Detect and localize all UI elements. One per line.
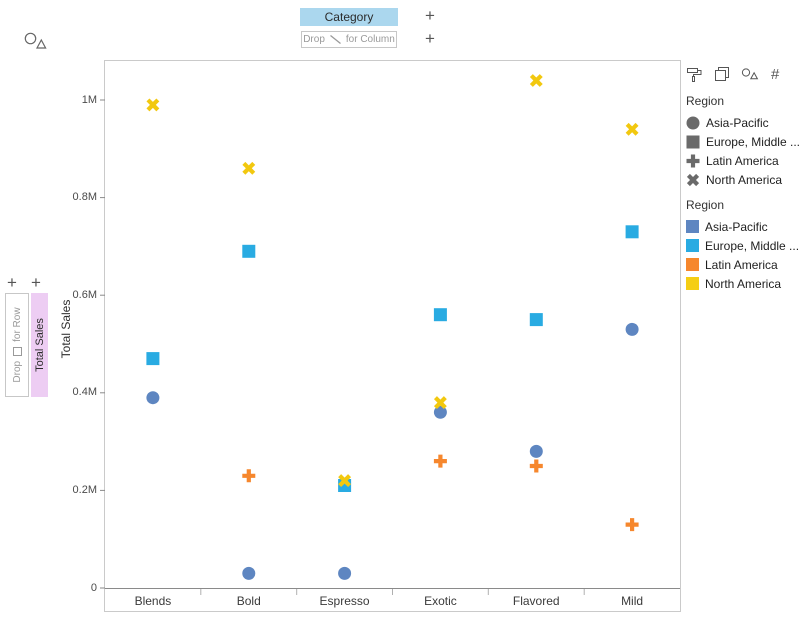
data-point-circle-Bold[interactable] bbox=[242, 566, 256, 580]
color-swatch bbox=[686, 220, 699, 233]
data-point-x-Blends[interactable] bbox=[143, 95, 163, 115]
data-point-x-Mild[interactable] bbox=[622, 119, 642, 139]
x-marker-icon bbox=[686, 173, 700, 186]
total-sales-pill[interactable]: Total Sales bbox=[31, 293, 48, 397]
y-axis-tick-label: 0.4M bbox=[72, 386, 97, 399]
color-legend-item[interactable]: North America bbox=[686, 274, 800, 293]
shape-legend-item[interactable]: North America bbox=[686, 170, 800, 189]
data-point-circle-Espresso[interactable] bbox=[338, 566, 352, 580]
x-axis-category-label: Flavored bbox=[512, 594, 560, 608]
data-point-circle-Mild[interactable] bbox=[625, 322, 639, 336]
data-point-square-Flavored[interactable] bbox=[529, 313, 543, 327]
square-marker-icon bbox=[686, 135, 700, 148]
legend-label: North America bbox=[705, 276, 782, 291]
data-point-square-Mild[interactable] bbox=[625, 225, 639, 239]
color-legend: Asia-Pacific Europe, Middle ... Latin Amer… bbox=[686, 217, 800, 293]
drop-zone-text: for Row bbox=[11, 307, 23, 342]
paint-roller-icon[interactable] bbox=[686, 66, 703, 83]
data-point-square-Bold[interactable] bbox=[242, 244, 256, 258]
data-point-circle-Exotic[interactable] bbox=[433, 405, 447, 419]
data-point-x-Bold[interactable] bbox=[239, 158, 259, 178]
legend-label: Latin America bbox=[705, 257, 778, 272]
legend-label: Asia-Pacific bbox=[706, 115, 769, 130]
color-legend-item[interactable]: Latin America bbox=[686, 255, 800, 274]
x-axis-category-label: Mild bbox=[621, 594, 644, 608]
data-point-plus-Flavored[interactable] bbox=[529, 459, 543, 473]
shape-legend-item[interactable]: Asia-Pacific bbox=[686, 113, 800, 132]
number-icon[interactable]: # bbox=[771, 65, 780, 83]
shapes-icon[interactable] bbox=[741, 66, 760, 83]
y-axis-tick-label: 0.6M bbox=[72, 288, 97, 301]
shape-legend-title: Region bbox=[686, 94, 725, 108]
color-swatch bbox=[686, 258, 699, 271]
data-point-x-Flavored[interactable] bbox=[526, 71, 546, 91]
add-row-drop-button[interactable]: + bbox=[7, 273, 17, 292]
data-point-square-Exotic[interactable] bbox=[433, 308, 447, 322]
shape-legend-item[interactable]: Europe, Middle ... bbox=[686, 132, 800, 151]
diagonal-line-icon bbox=[329, 34, 341, 45]
data-point-plus-Mild[interactable] bbox=[625, 518, 639, 532]
data-point-square-Blends[interactable] bbox=[146, 352, 160, 366]
color-legend-title: Region bbox=[686, 198, 725, 212]
shape-legend-item[interactable]: Latin America bbox=[686, 151, 800, 170]
x-axis-category-label: Blends bbox=[134, 594, 172, 608]
data-point-circle-Blends[interactable] bbox=[146, 391, 160, 405]
data-point-x-Espresso[interactable] bbox=[335, 471, 355, 491]
plus-marker-icon bbox=[686, 154, 700, 167]
add-row-field-button[interactable]: + bbox=[31, 273, 41, 292]
data-point-x-Exotic[interactable] bbox=[431, 393, 451, 413]
data-point-plus-Bold[interactable] bbox=[242, 469, 256, 483]
circle-marker-icon bbox=[686, 116, 700, 129]
color-legend-item[interactable]: Europe, Middle ... bbox=[686, 236, 800, 255]
legend-label: Europe, Middle ... bbox=[705, 238, 800, 253]
y-axis-tick-label: 0.8M bbox=[72, 191, 97, 204]
drop-zone-text: Drop bbox=[303, 34, 325, 45]
y-axis-tick-label: 0 bbox=[90, 581, 97, 594]
legend-label: Latin America bbox=[706, 153, 779, 168]
color-swatch bbox=[686, 277, 699, 290]
data-point-circle-Flavored[interactable] bbox=[529, 444, 543, 458]
square-icon bbox=[12, 346, 22, 356]
shape-legend: Asia-Pacific Europe, Middle ... Latin Amer… bbox=[686, 113, 800, 189]
x-axis-category-label: Bold bbox=[236, 594, 261, 608]
legend-panel: # Region Asia-Pacific Europe, Middle ... L… bbox=[686, 64, 800, 293]
legend-label: North America bbox=[706, 172, 783, 187]
scatter-plot-area[interactable] bbox=[100, 60, 681, 612]
y-axis-tick-label: 0.2M bbox=[72, 483, 97, 496]
drop-zone-text: Drop bbox=[11, 360, 23, 383]
color-legend-item[interactable]: Asia-Pacific bbox=[686, 217, 800, 236]
data-point-plus-Exotic[interactable] bbox=[433, 454, 447, 468]
legend-toolbar: # bbox=[686, 64, 800, 84]
add-column-drop-button[interactable]: + bbox=[425, 29, 435, 48]
legend-label: Asia-Pacific bbox=[705, 219, 768, 234]
scatter-chart-type-icon[interactable] bbox=[24, 31, 50, 50]
column-drop-zone[interactable]: Drop for Column bbox=[301, 31, 397, 48]
total-sales-pill-label: Total Sales bbox=[31, 293, 48, 397]
add-column-field-button[interactable]: + bbox=[425, 6, 435, 25]
color-swatch bbox=[686, 239, 699, 252]
drop-zone-text: for Column bbox=[345, 34, 395, 45]
row-drop-zone[interactable]: Drop for Row bbox=[5, 293, 29, 397]
x-axis-category-label: Exotic bbox=[424, 594, 457, 608]
x-axis-category-label: Espresso bbox=[319, 594, 370, 608]
overlapping-squares-icon[interactable] bbox=[714, 66, 730, 83]
legend-label: Europe, Middle ... bbox=[705, 134, 800, 149]
category-pill[interactable]: Category bbox=[300, 8, 398, 26]
y-axis-tick-label: 1M bbox=[81, 93, 97, 106]
